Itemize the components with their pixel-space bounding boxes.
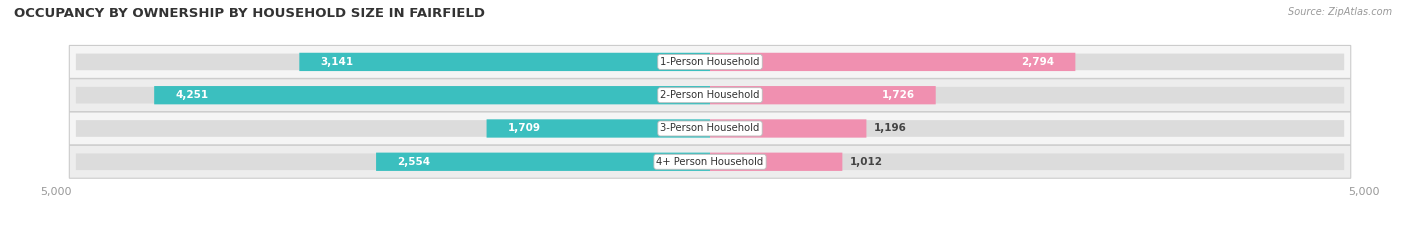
Text: 1,196: 1,196 (875, 123, 907, 134)
FancyBboxPatch shape (76, 154, 1344, 170)
Text: 1,726: 1,726 (882, 90, 915, 100)
Text: 1,709: 1,709 (508, 123, 540, 134)
FancyBboxPatch shape (76, 120, 1344, 137)
Text: 1,012: 1,012 (851, 157, 883, 167)
Text: 2-Person Household: 2-Person Household (661, 90, 759, 100)
Text: 1-Person Household: 1-Person Household (661, 57, 759, 67)
FancyBboxPatch shape (69, 45, 1351, 78)
Text: 4,251: 4,251 (176, 90, 208, 100)
FancyBboxPatch shape (69, 79, 1351, 112)
Text: 2,794: 2,794 (1021, 57, 1054, 67)
FancyBboxPatch shape (299, 53, 710, 71)
FancyBboxPatch shape (710, 53, 1076, 71)
FancyBboxPatch shape (710, 153, 842, 171)
FancyBboxPatch shape (486, 119, 710, 138)
FancyBboxPatch shape (710, 86, 936, 104)
Text: 3,141: 3,141 (321, 57, 353, 67)
FancyBboxPatch shape (69, 145, 1351, 178)
Text: OCCUPANCY BY OWNERSHIP BY HOUSEHOLD SIZE IN FAIRFIELD: OCCUPANCY BY OWNERSHIP BY HOUSEHOLD SIZE… (14, 7, 485, 20)
Text: 4+ Person Household: 4+ Person Household (657, 157, 763, 167)
Text: 3-Person Household: 3-Person Household (661, 123, 759, 134)
Text: 2,554: 2,554 (396, 157, 430, 167)
FancyBboxPatch shape (76, 54, 1344, 70)
FancyBboxPatch shape (375, 153, 710, 171)
FancyBboxPatch shape (710, 119, 866, 138)
Text: Source: ZipAtlas.com: Source: ZipAtlas.com (1288, 7, 1392, 17)
FancyBboxPatch shape (155, 86, 710, 104)
FancyBboxPatch shape (69, 112, 1351, 145)
FancyBboxPatch shape (76, 87, 1344, 103)
